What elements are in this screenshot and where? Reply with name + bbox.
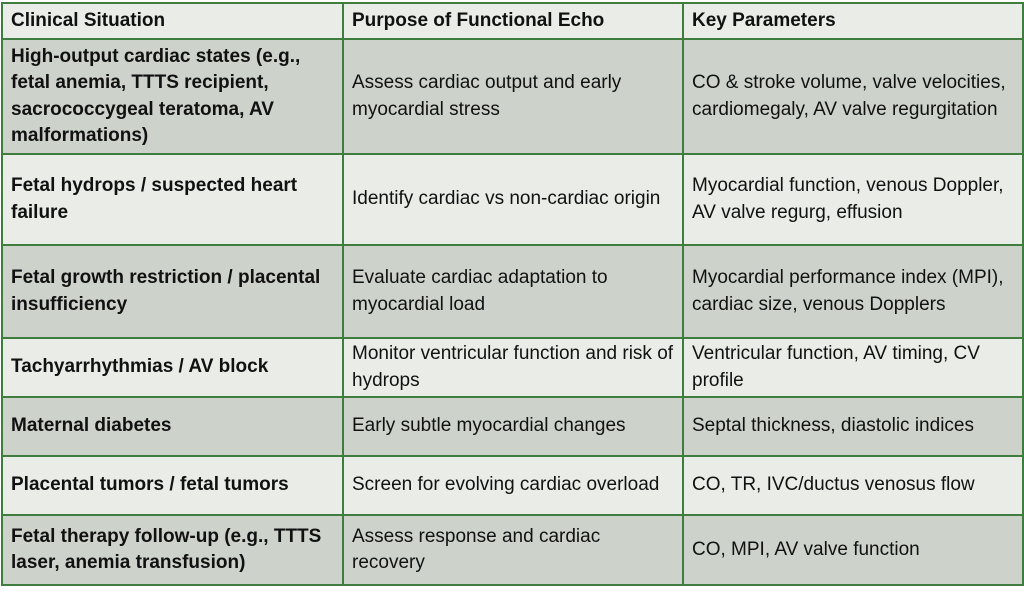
header-clinical-situation: Clinical Situation: [1, 2, 344, 40]
cell-purpose: Screen for evolving cardiac overload: [342, 455, 684, 516]
clinical-echo-table: Clinical Situation Purpose of Functional…: [1, 2, 1024, 586]
cell-purpose: Identify cardiac vs non-cardiac origin: [342, 153, 684, 246]
header-purpose: Purpose of Functional Echo: [342, 2, 684, 40]
cell-purpose: Evaluate cardiac adaptation to myocardia…: [342, 244, 684, 339]
cell-situation: Fetal therapy follow-up (e.g., TTTS lase…: [1, 514, 344, 586]
cell-situation: Fetal growth restriction / placental ins…: [1, 244, 344, 339]
cell-parameters: CO & stroke volume, valve velocities, ca…: [682, 38, 1024, 155]
cell-purpose: Assess response and cardiac recovery: [342, 514, 684, 586]
table-row: Maternal diabetes Early subtle myocardia…: [1, 396, 1024, 457]
table-row: High-output cardiac states (e.g., fetal …: [1, 38, 1024, 155]
table-row: Fetal hydrops / suspected heart failure …: [1, 153, 1024, 246]
cell-situation: Placental tumors / fetal tumors: [1, 455, 344, 516]
table-row: Fetal therapy follow-up (e.g., TTTS lase…: [1, 514, 1024, 586]
cell-situation: High-output cardiac states (e.g., fetal …: [1, 38, 344, 155]
cell-purpose: Early subtle myocardial changes: [342, 396, 684, 457]
cell-purpose: Assess cardiac output and early myocardi…: [342, 38, 684, 155]
table-row: Fetal growth restriction / placental ins…: [1, 244, 1024, 339]
cell-parameters: Myocardial performance index (MPI), card…: [682, 244, 1024, 339]
cell-parameters: CO, TR, IVC/ductus venosus flow: [682, 455, 1024, 516]
cell-purpose: Monitor ventricular function and risk of…: [342, 337, 684, 398]
cell-parameters: Myocardial function, venous Doppler, AV …: [682, 153, 1024, 246]
table-row: Tachyarrhythmias / AV block Monitor vent…: [1, 337, 1024, 398]
cell-situation: Fetal hydrops / suspected heart failure: [1, 153, 344, 246]
table-row: Placental tumors / fetal tumors Screen f…: [1, 455, 1024, 516]
cell-parameters: CO, MPI, AV valve function: [682, 514, 1024, 586]
header-row: Clinical Situation Purpose of Functional…: [1, 2, 1024, 40]
cell-parameters: Ventricular function, AV timing, CV prof…: [682, 337, 1024, 398]
cell-situation: Tachyarrhythmias / AV block: [1, 337, 344, 398]
cell-parameters: Septal thickness, diastolic indices: [682, 396, 1024, 457]
header-key-parameters: Key Parameters: [682, 2, 1024, 40]
cell-situation: Maternal diabetes: [1, 396, 344, 457]
